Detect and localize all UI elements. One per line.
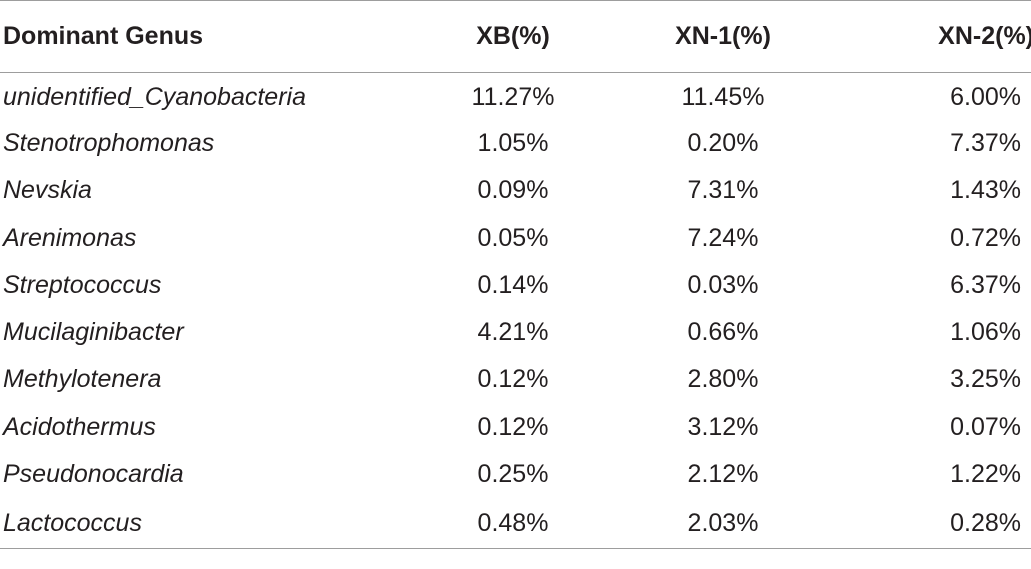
table-row: Arenimonas 0.05% 7.24% 0.72%	[0, 214, 1031, 261]
xn-1-cell: 7.24%	[687, 223, 759, 252]
genus-cell: Methylotenera	[3, 365, 162, 394]
xb-cell: 1.05%	[477, 128, 549, 157]
table-row: Streptococcus 0.14% 0.03% 6.37%	[0, 262, 1031, 309]
xn-2-cell: 0.28%	[843, 498, 1031, 550]
table-row: Acidothermus 0.12% 3.12% 0.07%	[0, 404, 1031, 451]
xb-cell: 0.25%	[477, 460, 549, 489]
xn-2-cell: 1.06%	[950, 318, 1021, 347]
table-row: Stenotrophomonas 1.05% 0.20% 7.37%	[0, 120, 1031, 167]
table-row: Lactococcus 0.48% 2.03% 0.28%	[0, 498, 1031, 550]
header-dominant-genus: Dominant Genus	[0, 0, 423, 73]
table-row: Pseudonocardia 0.25% 2.12% 1.22%	[0, 451, 1031, 498]
xn-2-cell: 0.07%	[950, 412, 1021, 441]
xn-2-cell: 6.37%	[950, 270, 1021, 299]
xn-1-cell: 0.03%	[687, 270, 759, 299]
header-xn-1: XN-1(%)	[603, 0, 843, 73]
table-row: Mucilaginibacter 4.21% 0.66% 1.06%	[0, 309, 1031, 356]
xn-1-cell: 2.12%	[687, 460, 759, 489]
genus-cell: Nevskia	[3, 176, 92, 205]
table-row: Nevskia 0.09% 7.31% 1.43%	[0, 167, 1031, 214]
table-row: Methylotenera 0.12% 2.80% 3.25%	[0, 356, 1031, 403]
xb-cell: 0.14%	[477, 270, 549, 299]
xn-1-cell: 0.20%	[687, 128, 759, 157]
header-xn-2: XN-2(%)	[843, 0, 1031, 73]
table-header: Dominant Genus XB(%) XN-1(%) XN-2(%)	[0, 0, 1031, 73]
xn-1-cell: 7.31%	[687, 176, 759, 205]
xn-1-cell: 3.12%	[687, 412, 759, 441]
genus-cell: Mucilaginibacter	[3, 318, 184, 347]
header-xb: XB(%)	[423, 0, 603, 73]
header-row: Dominant Genus XB(%) XN-1(%) XN-2(%)	[0, 0, 1031, 73]
xn-2-cell: 0.72%	[950, 223, 1021, 252]
xn-2-cell: 6.00%	[950, 82, 1021, 111]
xn-1-cell: 2.80%	[687, 365, 759, 394]
xb-cell: 11.27%	[471, 82, 555, 111]
xn-2-cell: 1.22%	[950, 460, 1021, 489]
xb-cell: 0.09%	[477, 176, 549, 205]
xn-2-cell: 1.43%	[950, 176, 1021, 205]
xn-1-cell: 2.03%	[603, 498, 843, 550]
xn-1-cell: 11.45%	[681, 82, 765, 111]
xn-2-cell: 3.25%	[950, 365, 1021, 394]
genus-cell: Lactococcus	[0, 498, 423, 550]
genus-cell: Arenimonas	[3, 223, 137, 252]
genus-cell: Acidothermus	[3, 412, 156, 441]
xb-cell: 0.12%	[477, 412, 549, 441]
genus-cell: Stenotrophomonas	[3, 128, 215, 157]
genus-cell: Pseudonocardia	[3, 460, 184, 489]
xn-2-cell: 7.37%	[950, 128, 1021, 157]
xb-cell: 0.12%	[477, 365, 549, 394]
xb-cell: 4.21%	[477, 318, 549, 347]
genus-abundance-table-container: Dominant Genus XB(%) XN-1(%) XN-2(%) uni…	[0, 0, 1031, 550]
table-body: unidentified_Cyanobacteria 11.27% 11.45%…	[0, 73, 1031, 550]
xn-1-cell: 0.66%	[687, 318, 759, 347]
genus-cell: unidentified_Cyanobacteria	[3, 82, 306, 111]
table-row: unidentified_Cyanobacteria 11.27% 11.45%…	[0, 73, 1031, 120]
genus-abundance-table: Dominant Genus XB(%) XN-1(%) XN-2(%) uni…	[0, 0, 1031, 550]
xb-cell: 0.48%	[423, 498, 603, 550]
genus-cell: Streptococcus	[3, 270, 162, 299]
xb-cell: 0.05%	[477, 223, 549, 252]
